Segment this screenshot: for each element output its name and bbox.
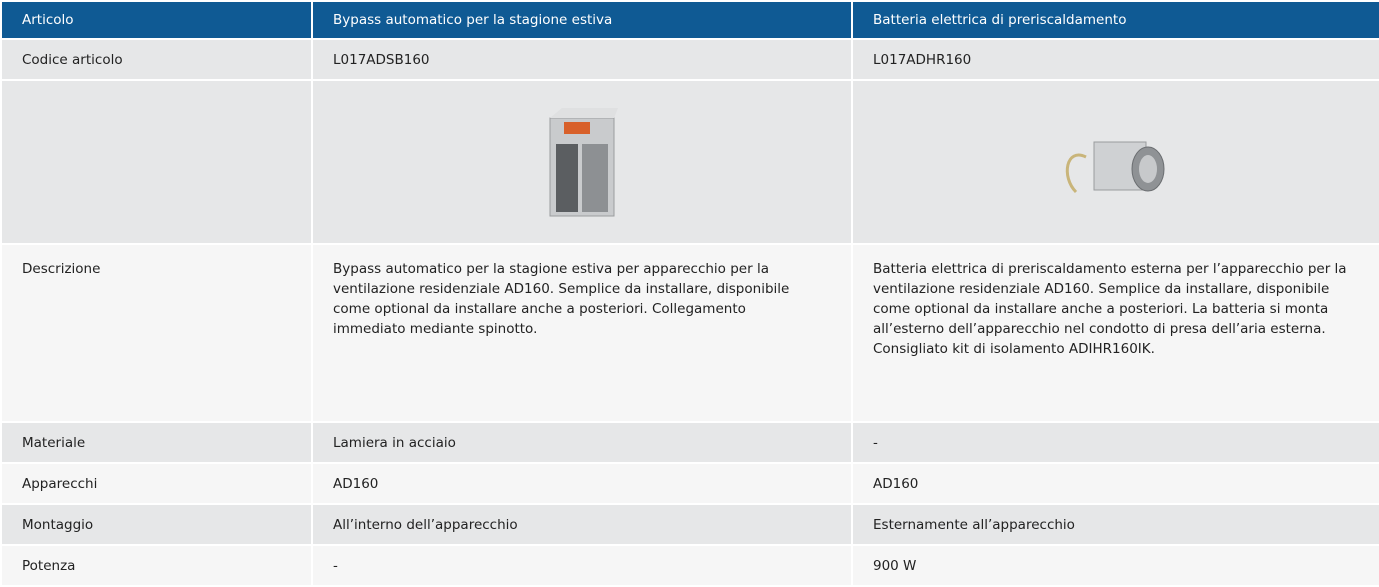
cell: Bypass automatico per la stagione estiva… (311, 243, 853, 423)
cell (0, 79, 313, 245)
cell: Lamiera in acciaio (311, 421, 853, 464)
cell: Esternamente all’apparecchio (851, 503, 1379, 546)
cell (311, 79, 853, 245)
row: Materiale Lamiera in acciaio - (0, 421, 1379, 464)
row-label: Materiale (0, 421, 313, 464)
header-cell: Articolo (0, 0, 313, 40)
row-label: Descrizione (0, 243, 313, 423)
row: Descrizione Bypass automatico per la sta… (0, 243, 1379, 423)
heater-image (1065, 141, 1165, 194)
cell: - (311, 544, 853, 587)
description: Bypass automatico per la stagione estiva… (333, 261, 790, 337)
row: Apparecchi AD160 AD160 (0, 462, 1379, 505)
cell (851, 79, 1379, 245)
row-label: Potenza (0, 544, 313, 587)
row: Montaggio All’interno dell’apparecchio E… (0, 503, 1379, 546)
cell: 900 W (851, 544, 1379, 587)
image-row (0, 79, 1379, 245)
cell: - (851, 421, 1379, 464)
cell: All’interno dell’apparecchio (311, 503, 853, 546)
bypass-image (549, 108, 618, 217)
description: Batteria elettrica di preriscaldamento e… (873, 261, 1347, 357)
row: Potenza - 900 W (0, 544, 1379, 587)
row-label: Codice articolo (0, 38, 313, 81)
cell: AD160 (311, 462, 853, 505)
cell: Batteria elettrica di preriscaldamento e… (851, 243, 1379, 423)
header-row: Articolo Bypass automatico per la stagio… (0, 0, 1379, 40)
cell: AD160 (851, 462, 1379, 505)
header-cell: Bypass automatico per la stagione estiva (311, 0, 853, 40)
row-label: Apparecchi (0, 462, 313, 505)
row-label: Montaggio (0, 503, 313, 546)
cell: L017ADSB160 (311, 38, 853, 81)
cell: L017ADHR160 (851, 38, 1379, 81)
row: Codice articolo L017ADSB160 L017ADHR160 (0, 38, 1379, 81)
header-cell: Batteria elettrica di preriscaldamento (851, 0, 1379, 40)
